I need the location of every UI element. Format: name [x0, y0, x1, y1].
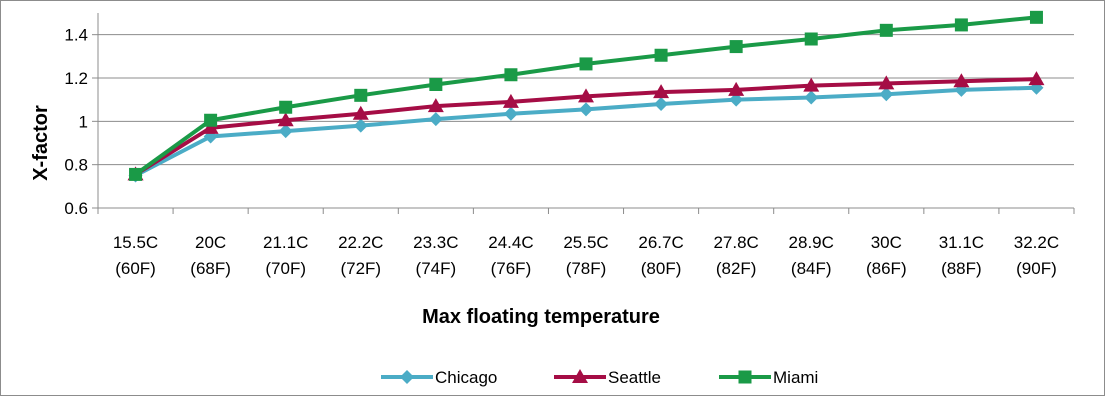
- chicago-point: [428, 112, 443, 127]
- y-tick-label: 1.4: [64, 26, 88, 45]
- miami-point: [429, 78, 443, 91]
- legend-label-seattle: Seattle: [608, 368, 661, 387]
- x-tick-label: 32.2C (90F): [1014, 233, 1059, 278]
- seattle-point: [578, 88, 594, 103]
- chicago-point: [503, 106, 518, 121]
- x-tick-label: 28.9C (84F): [789, 233, 834, 278]
- chicago-point: [278, 124, 293, 139]
- y-axis-title: X-factor: [30, 105, 52, 181]
- miami-point: [729, 40, 743, 54]
- series-lines: [127, 10, 1045, 183]
- chicago-point: [729, 92, 744, 107]
- seattle-point: [878, 75, 895, 90]
- miami-point: [204, 113, 218, 127]
- legend-marker-seattle: [572, 369, 588, 383]
- chicago-point: [353, 118, 368, 133]
- legend-marker-chicago: [400, 370, 414, 384]
- x-tick-labels: 15.5C (60F) 20C (68F) 21.1C (70F) 22.2C (72F) 23…: [113, 233, 1059, 278]
- x-tick-label: 15.5C (60F): [113, 233, 158, 278]
- x-tick-label: 30C (86F): [866, 233, 907, 278]
- chicago-point: [579, 102, 593, 117]
- miami-point: [654, 48, 668, 62]
- y-tick-labels: 0.6 0.8 1 1.2 1.4: [64, 26, 88, 218]
- legend-label-miami: Miami: [773, 368, 818, 387]
- series-miami: [129, 10, 1043, 181]
- series-seattle: [127, 71, 1045, 181]
- x-tick-label: 24.4C (76F): [488, 233, 533, 278]
- x-tick-label: 22.2C (72F): [338, 233, 383, 278]
- seattle-point: [202, 119, 219, 134]
- legend-marker-miami: [738, 370, 752, 384]
- miami-point: [354, 88, 368, 102]
- legend-label-chicago: Chicago: [435, 368, 497, 387]
- legend-item-miami: Miami: [719, 368, 818, 387]
- chicago-point: [654, 97, 669, 111]
- miami-point: [954, 18, 968, 32]
- seattle-point: [1028, 71, 1045, 86]
- miami-point: [879, 23, 893, 37]
- y-tick-label: 1: [79, 112, 88, 131]
- legend-item-seattle: Seattle: [554, 368, 661, 387]
- seattle-point: [728, 81, 745, 96]
- miami-point: [129, 167, 143, 181]
- seattle-point: [502, 93, 519, 108]
- miami-point: [579, 57, 593, 71]
- x-tick-label: 31.1C (88F): [939, 233, 984, 278]
- seattle-point: [953, 73, 970, 88]
- miami-point: [1029, 10, 1043, 24]
- x-tick-label: 23.3C (74F): [413, 233, 458, 278]
- x-tick-label: 21.1C (70F): [263, 233, 308, 278]
- miami-point: [279, 100, 293, 114]
- y-tick-label: 1.2: [64, 69, 88, 88]
- miami-point: [804, 32, 818, 46]
- y-tick-label: 0.6: [64, 199, 88, 218]
- seattle-point: [803, 77, 820, 92]
- seattle-point: [277, 112, 294, 127]
- miami-point: [504, 68, 518, 82]
- x-tick-label: 27.8C (82F): [713, 233, 758, 278]
- x-tick-label: 20C (68F): [190, 233, 231, 278]
- x-tick-label: 26.7C (80F): [638, 233, 683, 278]
- legend: Chicago Seattle Miami: [381, 368, 818, 387]
- y-tick-label: 0.8: [64, 156, 88, 175]
- axes: [97, 13, 1075, 214]
- chicago-point: [879, 87, 894, 102]
- seattle-point: [653, 84, 670, 99]
- x-axis-title: Max floating temperature: [422, 306, 660, 328]
- x-tick-label: 25.5C (78F): [563, 233, 608, 278]
- chicago-point: [804, 90, 819, 105]
- seattle-point: [427, 98, 444, 113]
- seattle-point: [352, 105, 369, 120]
- legend-item-chicago: Chicago: [381, 368, 497, 387]
